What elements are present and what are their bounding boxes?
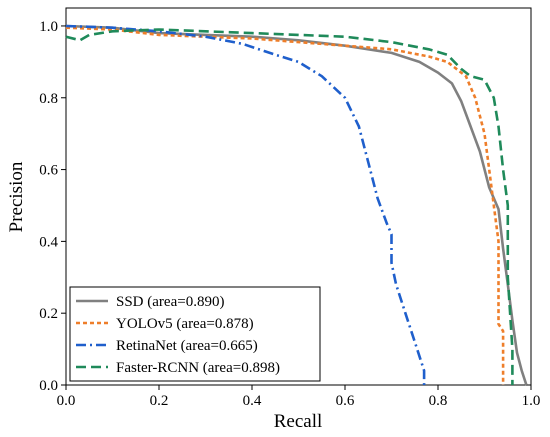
series-layer <box>65 24 528 386</box>
y-tick-label: 0.4 <box>39 234 58 250</box>
series-line-0 <box>65 24 528 386</box>
legend-label-1: YOLOv5 (area=0.878) <box>116 316 254 332</box>
x-tick-label: 0.0 <box>57 393 76 409</box>
x-axis-label: Recall <box>274 411 323 432</box>
legend-label-0: SSD (area=0.890) <box>116 294 224 310</box>
series-line-2 <box>65 24 426 385</box>
x-tick-label: 0.6 <box>336 393 355 409</box>
legend-box <box>69 286 321 382</box>
legend-label-3: Faster-RCNN (area=0.898) <box>116 360 280 376</box>
x-tick-label: 0.2 <box>150 393 169 409</box>
y-tick-label: 0.6 <box>39 163 58 179</box>
x-tick-label: 0.4 <box>243 393 262 409</box>
series-line-3 <box>65 28 514 385</box>
legend: SSD (area=0.890) YOLOv5 (area=0.878) Retin… <box>69 286 321 382</box>
y-tick-label: 1.0 <box>39 19 58 35</box>
y-tick-label: 0.8 <box>39 91 58 107</box>
axis-ticks: 0.0 0.2 0.4 0.6 0.8 1.0 0.0 0.2 0.4 0.6 0.8 1.0 <box>39 19 540 409</box>
y-tick-label: 0.0 <box>39 378 58 394</box>
y-tick-label: 0.2 <box>39 306 58 322</box>
legend-label-2: RetinaNet (area=0.665) <box>116 338 258 354</box>
x-tick-label: 1.0 <box>522 393 541 409</box>
x-tick-label: 0.8 <box>429 393 448 409</box>
y-axis-label: Precision <box>6 161 27 232</box>
